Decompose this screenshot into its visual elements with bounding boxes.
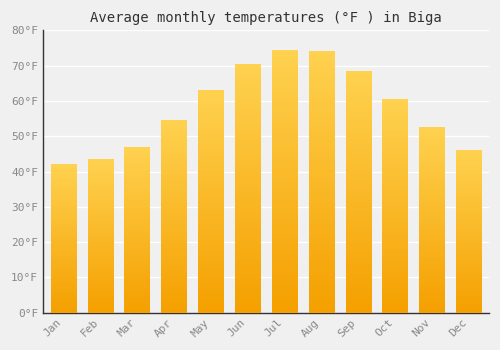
Title: Average monthly temperatures (°F ) in Biga: Average monthly temperatures (°F ) in Bi… <box>90 11 442 25</box>
